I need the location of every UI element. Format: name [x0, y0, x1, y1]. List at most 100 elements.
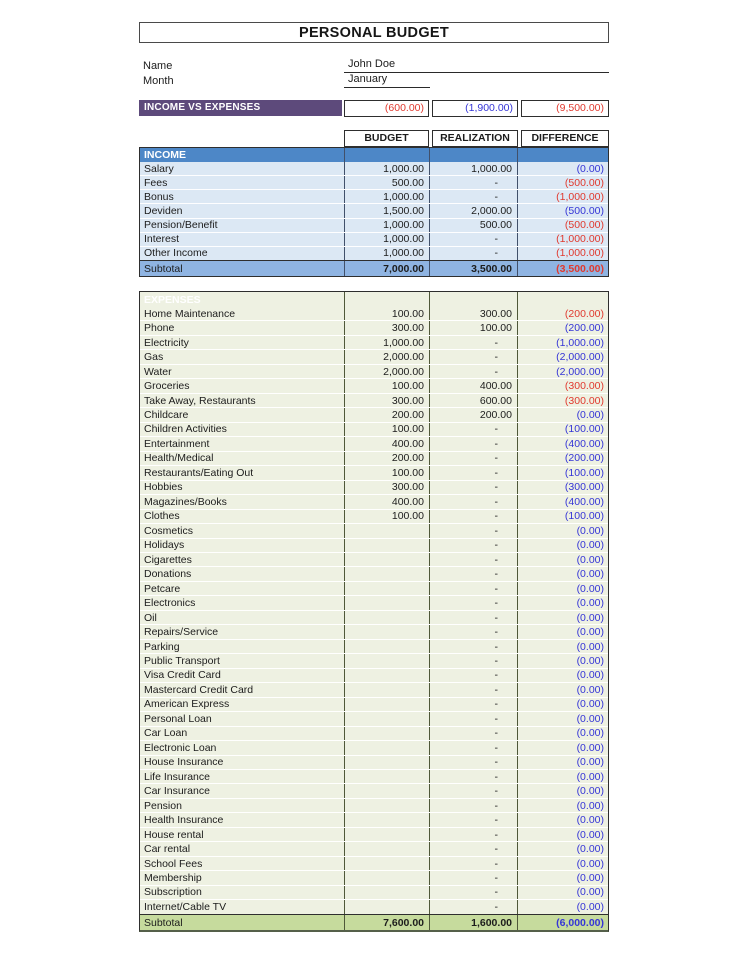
budget-cell[interactable]: [344, 741, 429, 755]
category-label-cell[interactable]: Oil: [144, 611, 157, 624]
realization-cell[interactable]: -: [429, 871, 517, 885]
budget-cell[interactable]: 100.00: [344, 379, 429, 393]
realization-cell[interactable]: -: [429, 784, 517, 798]
category-label-cell[interactable]: Mastercard Credit Card: [144, 683, 254, 696]
realization-cell[interactable]: -: [429, 451, 517, 466]
budget-cell[interactable]: [344, 697, 429, 712]
realization-cell[interactable]: -: [429, 509, 517, 524]
category-label-cell[interactable]: Health Insurance: [144, 814, 224, 827]
realization-cell[interactable]: -: [429, 466, 517, 480]
category-label-cell[interactable]: Fees: [144, 176, 168, 189]
realization-cell[interactable]: -: [429, 697, 517, 712]
realization-cell[interactable]: -: [429, 246, 517, 260]
category-label-cell[interactable]: Take Away, Restaurants: [144, 394, 256, 407]
realization-cell[interactable]: 400.00: [429, 379, 517, 393]
category-label-cell[interactable]: Bonus: [144, 190, 174, 203]
budget-cell[interactable]: [344, 683, 429, 697]
realization-cell[interactable]: -: [429, 335, 517, 350]
realization-cell[interactable]: -: [429, 856, 517, 871]
category-label-cell[interactable]: Car Insurance: [144, 785, 210, 798]
budget-cell[interactable]: 1,000.00: [344, 218, 429, 232]
realization-cell[interactable]: 200.00: [429, 408, 517, 422]
category-label-cell[interactable]: Interest: [144, 233, 180, 246]
category-label-cell[interactable]: Phone: [144, 322, 175, 335]
category-label-cell[interactable]: Electronic Loan: [144, 741, 217, 754]
budget-cell[interactable]: [344, 524, 429, 538]
category-label-cell[interactable]: Magazines/Books: [144, 495, 227, 508]
category-label-cell[interactable]: Childcare: [144, 409, 189, 422]
category-label-cell[interactable]: Public Transport: [144, 654, 220, 667]
budget-cell[interactable]: [344, 842, 429, 856]
realization-cell[interactable]: 100.00: [429, 321, 517, 335]
budget-cell[interactable]: [344, 813, 429, 827]
category-label-cell[interactable]: House Insurance: [144, 756, 224, 769]
category-label-cell[interactable]: American Express: [144, 698, 230, 711]
realization-cell[interactable]: -: [429, 668, 517, 683]
budget-cell[interactable]: [344, 871, 429, 885]
category-label-cell[interactable]: Visa Credit Card: [144, 669, 221, 682]
category-label-cell[interactable]: Repairs/Service: [144, 626, 219, 639]
category-label-cell[interactable]: Health/Medical: [144, 452, 214, 465]
category-label-cell[interactable]: Car rental: [144, 843, 191, 856]
realization-cell[interactable]: -: [429, 480, 517, 495]
category-label-cell[interactable]: Children Activities: [144, 423, 227, 436]
realization-cell[interactable]: 300.00: [429, 307, 517, 321]
budget-cell[interactable]: [344, 770, 429, 784]
realization-cell[interactable]: -: [429, 495, 517, 509]
realization-cell[interactable]: -: [429, 350, 517, 364]
category-label-cell[interactable]: Electricity: [144, 336, 189, 349]
budget-cell[interactable]: 1,000.00: [344, 246, 429, 260]
category-label-cell[interactable]: Subscription: [144, 886, 202, 899]
budget-cell[interactable]: 1,000.00: [344, 190, 429, 204]
realization-cell[interactable]: -: [429, 770, 517, 784]
budget-cell[interactable]: 100.00: [344, 307, 429, 321]
realization-cell[interactable]: -: [429, 683, 517, 697]
realization-cell[interactable]: -: [429, 827, 517, 842]
realization-cell[interactable]: 500.00: [429, 218, 517, 232]
category-label-cell[interactable]: Donations: [144, 568, 192, 581]
category-label-cell[interactable]: Home Maintenance: [144, 307, 236, 320]
category-label-cell[interactable]: Hobbies: [144, 481, 183, 494]
category-label-cell[interactable]: Other Income: [144, 247, 208, 260]
realization-cell[interactable]: -: [429, 581, 517, 596]
category-label-cell[interactable]: Internet/Cable TV: [144, 900, 227, 913]
realization-cell[interactable]: -: [429, 885, 517, 900]
category-label-cell[interactable]: Car Loan: [144, 727, 188, 740]
category-label-cell[interactable]: Restaurants/Eating Out: [144, 466, 254, 479]
realization-cell[interactable]: -: [429, 625, 517, 639]
category-label-cell[interactable]: Salary: [144, 162, 174, 175]
budget-cell[interactable]: 100.00: [344, 466, 429, 480]
category-label-cell[interactable]: Clothes: [144, 510, 180, 523]
realization-cell[interactable]: -: [429, 639, 517, 654]
realization-cell[interactable]: 1,000.00: [429, 162, 517, 176]
category-label-cell[interactable]: Cigarettes: [144, 553, 192, 566]
realization-cell[interactable]: -: [429, 726, 517, 741]
category-label-cell[interactable]: House rental: [144, 828, 204, 841]
budget-cell[interactable]: 200.00: [344, 408, 429, 422]
realization-cell[interactable]: 2,000.00: [429, 204, 517, 218]
realization-cell[interactable]: -: [429, 567, 517, 581]
budget-cell[interactable]: [344, 639, 429, 654]
category-label-cell[interactable]: Pension/Benefit: [144, 219, 218, 232]
realization-cell[interactable]: -: [429, 610, 517, 625]
realization-cell[interactable]: -: [429, 842, 517, 856]
budget-cell[interactable]: 300.00: [344, 480, 429, 495]
budget-cell[interactable]: 2,000.00: [344, 350, 429, 364]
budget-cell[interactable]: 200.00: [344, 451, 429, 466]
budget-cell[interactable]: [344, 798, 429, 813]
category-label-cell[interactable]: Entertainment: [144, 437, 210, 450]
budget-cell[interactable]: [344, 726, 429, 741]
category-label-cell[interactable]: Pension: [144, 799, 182, 812]
budget-cell[interactable]: 1,000.00: [344, 162, 429, 176]
category-label-cell[interactable]: Deviden: [144, 204, 183, 217]
budget-cell[interactable]: 1,000.00: [344, 335, 429, 350]
budget-cell[interactable]: [344, 654, 429, 668]
category-label-cell[interactable]: Petcare: [144, 582, 181, 595]
budget-cell[interactable]: [344, 610, 429, 625]
budget-cell[interactable]: 500.00: [344, 176, 429, 190]
realization-cell[interactable]: -: [429, 176, 517, 190]
category-label-cell[interactable]: Personal Loan: [144, 712, 212, 725]
category-label-cell[interactable]: Electronics: [144, 597, 196, 610]
realization-cell[interactable]: -: [429, 712, 517, 726]
realization-cell[interactable]: -: [429, 755, 517, 769]
